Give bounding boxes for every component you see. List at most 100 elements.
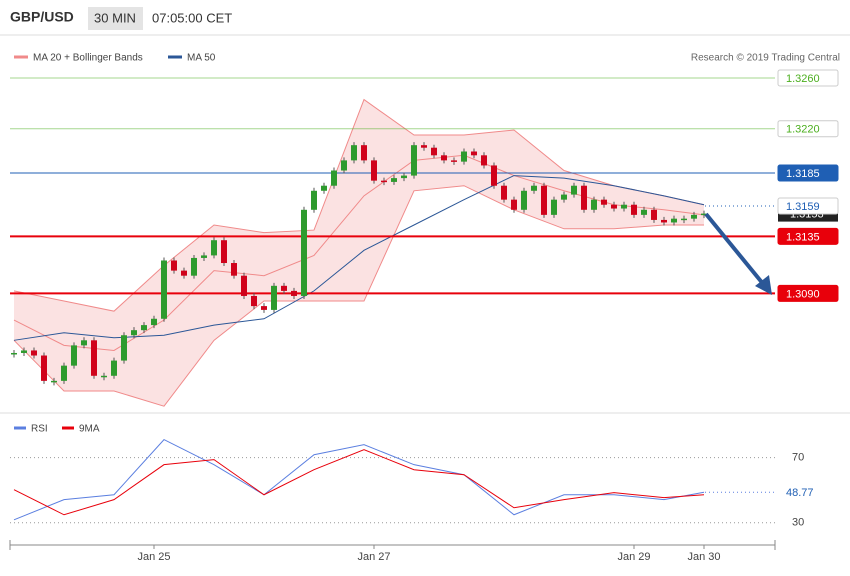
- candle: [161, 260, 167, 319]
- rsi-last-label: 48.77: [786, 487, 814, 499]
- candle: [371, 160, 377, 181]
- candle: [341, 160, 347, 171]
- x-tick-label: Jan 30: [687, 551, 720, 563]
- candle: [641, 209, 647, 215]
- candle: [671, 218, 677, 223]
- candle: [291, 290, 297, 296]
- level-label-box: [777, 164, 839, 182]
- legend-label: MA 20 + Bollinger Bands: [33, 53, 143, 64]
- candle: [451, 160, 457, 162]
- rsi-last-box: [778, 484, 828, 501]
- candle: [421, 145, 427, 148]
- candle: [11, 352, 17, 355]
- candle: [551, 199, 557, 215]
- candle: [501, 185, 507, 200]
- band-line: [13, 185, 704, 407]
- candle: [691, 214, 697, 219]
- level-label: 1.3159: [786, 201, 820, 213]
- x-tick-label: Jan 27: [357, 551, 390, 563]
- candle: [261, 306, 267, 310]
- symbol: GBP/USD: [10, 9, 74, 25]
- time: 07:05:00 CET: [152, 10, 232, 25]
- level-label: 1.3090: [786, 288, 820, 300]
- candle: [651, 209, 657, 220]
- candle: [681, 218, 687, 221]
- candle: [281, 285, 287, 291]
- level-label: 1.3220: [786, 124, 820, 136]
- candle: [401, 175, 407, 179]
- candle: [301, 209, 307, 296]
- candle: [411, 145, 417, 176]
- candle: [591, 199, 597, 210]
- level-label-box: [777, 284, 839, 302]
- candle: [521, 190, 527, 210]
- y-tick-label: 30: [792, 517, 804, 529]
- candle: [701, 213, 707, 216]
- candle: [511, 199, 517, 210]
- legend-label: RSI: [31, 424, 48, 435]
- candle: [361, 145, 367, 161]
- candle: [211, 240, 217, 256]
- candle: [71, 345, 77, 366]
- candle: [101, 375, 107, 378]
- candle: [271, 285, 277, 310]
- ma50-line: [13, 175, 705, 341]
- candle: [441, 155, 447, 161]
- candle: [81, 340, 87, 346]
- level-label: 1.3135: [786, 231, 820, 243]
- candle: [491, 165, 497, 186]
- level-label: 1.3260: [786, 73, 820, 85]
- candle: [391, 178, 397, 182]
- candle: [621, 204, 627, 209]
- candle: [221, 240, 227, 264]
- candle: [31, 350, 37, 356]
- candle: [21, 350, 27, 353]
- forecast-arrow: [704, 212, 766, 287]
- candle: [661, 219, 667, 223]
- candle: [121, 335, 127, 361]
- candle: [111, 360, 117, 376]
- candle: [231, 263, 237, 276]
- candle: [251, 295, 257, 307]
- rsi-line: [13, 449, 705, 516]
- legend-label: 9MA: [79, 424, 100, 435]
- candle: [331, 170, 337, 186]
- price-panel: 1.31531.32601.32201.31851.31591.31351.30…: [10, 69, 839, 563]
- candle: [41, 355, 47, 381]
- band-line: [13, 154, 705, 351]
- candle: [61, 365, 67, 381]
- candle: [381, 180, 387, 183]
- level-label-box: [777, 227, 839, 245]
- bollinger-band: [14, 99, 704, 407]
- level-label-box: [777, 69, 839, 87]
- forecast-arrow-head: [755, 275, 772, 295]
- y-tick-label: 70: [792, 452, 804, 464]
- band-line: [13, 98, 705, 312]
- candle: [431, 147, 437, 156]
- interval-box: [88, 7, 143, 30]
- candle: [631, 204, 637, 215]
- x-tick-label: Jan 29: [617, 551, 650, 563]
- candle: [321, 185, 327, 191]
- candle: [51, 380, 57, 383]
- candle: [151, 318, 157, 326]
- candle: [611, 204, 617, 209]
- candle: [201, 255, 207, 258]
- legend-label: MA 50: [187, 53, 216, 64]
- candle: [541, 185, 547, 215]
- candle: [131, 330, 137, 336]
- candle: [581, 185, 587, 210]
- candle: [241, 275, 247, 296]
- level-label-box: [777, 120, 839, 138]
- candle: [601, 199, 607, 205]
- candle: [461, 151, 467, 162]
- candle: [141, 325, 147, 331]
- candle: [531, 185, 537, 191]
- candle: [481, 155, 487, 166]
- level-label: 1.3185: [786, 168, 820, 180]
- candle: [181, 270, 187, 276]
- x-tick-label: Jan 25: [137, 551, 170, 563]
- candle: [311, 190, 317, 210]
- interval: 30 MIN: [94, 10, 136, 25]
- candle: [571, 185, 577, 195]
